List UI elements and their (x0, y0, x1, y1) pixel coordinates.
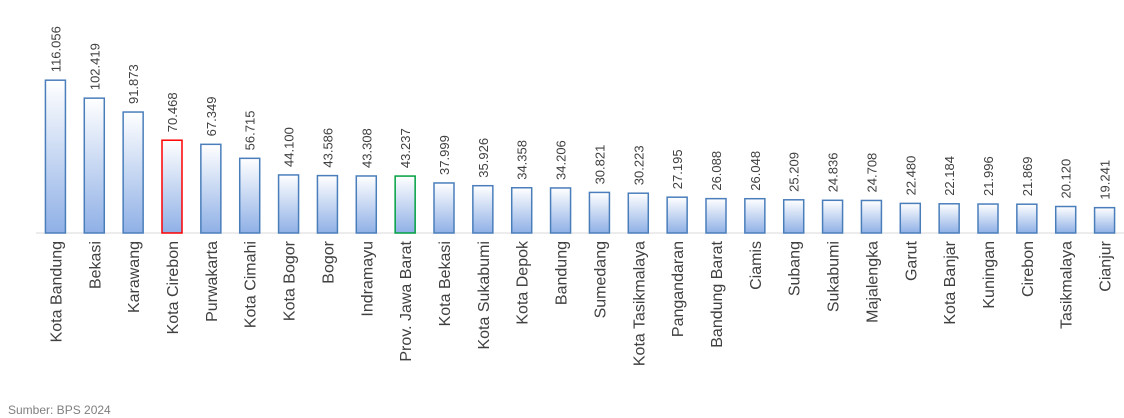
value-label: 35.926 (476, 138, 491, 178)
value-label: 22.184 (942, 156, 957, 196)
bar (472, 184, 494, 234)
bar (316, 174, 339, 234)
x-tick-label: Kota Cirebon (165, 241, 182, 334)
value-label: 43.308 (359, 128, 374, 168)
bar (44, 79, 67, 234)
x-tick-label: Bekasi (87, 241, 104, 289)
bar (782, 199, 805, 234)
x-tick-label: Bandung Barat (709, 240, 726, 347)
bar (1093, 206, 1116, 234)
x-tick-label: Karawang (126, 241, 143, 313)
value-label: 30.821 (592, 145, 607, 185)
bar (200, 143, 222, 234)
value-label: 44.100 (282, 127, 297, 167)
value-label: 24.836 (826, 153, 841, 193)
x-tick-label: Kota Tasikmalaya (631, 241, 648, 366)
x-tick-label: Kota Bogor (282, 240, 299, 321)
value-label: 43.237 (398, 128, 413, 168)
bar (277, 174, 300, 234)
bar (122, 111, 144, 234)
x-tick-label: Garut (903, 240, 920, 281)
value-label: 30.223 (631, 145, 646, 185)
bar (1054, 205, 1077, 234)
bar (355, 175, 378, 234)
bar (744, 197, 766, 234)
x-tick-label: Sukabumi (826, 241, 843, 312)
x-tick-label: Pangandaran (670, 241, 687, 337)
value-label: 116.056 (48, 26, 63, 72)
bar (510, 187, 533, 234)
value-label: 91.873 (126, 64, 141, 104)
bar (549, 187, 572, 234)
x-tick-label: Indramayu (359, 241, 376, 317)
x-tick-label: Purwakarta (204, 241, 221, 322)
x-tick-label: Bogor (320, 240, 337, 283)
value-label: 26.088 (709, 151, 724, 191)
x-tick-label: Kota Sukabumi (476, 241, 493, 350)
bar (899, 202, 922, 234)
x-tick-label: Sumedang (592, 241, 609, 318)
value-label: 21.996 (981, 156, 996, 196)
bar (860, 199, 883, 234)
x-tick-label: Tasikmalaya (1059, 241, 1076, 329)
x-tick-label: Bandung (554, 241, 571, 305)
value-label: 25.209 (787, 152, 802, 192)
value-label: 67.349 (204, 97, 219, 137)
value-label: 102.419 (87, 43, 102, 90)
value-label: 37.999 (437, 135, 452, 175)
bar (627, 192, 650, 234)
x-tick-label: Prov. Jawa Barat (398, 240, 415, 361)
source-note: Sumber: BPS 2024 (8, 403, 111, 417)
bar (938, 203, 960, 234)
value-label: 43.586 (320, 128, 335, 168)
bar (705, 197, 727, 234)
bar (238, 157, 261, 234)
x-tick-label: Kota Bandung (48, 241, 65, 342)
value-label: 26.048 (748, 151, 763, 191)
value-label: 21.869 (1020, 156, 1035, 196)
bar (433, 182, 455, 234)
x-tick-label: Cianjur (1098, 240, 1115, 291)
x-tick-label: Ciamis (748, 241, 765, 290)
x-tick-label: Kota Banjar (942, 240, 959, 324)
bar (977, 203, 999, 234)
value-label: 19.241 (1098, 160, 1113, 200)
bar (821, 199, 844, 234)
bar (161, 139, 183, 234)
x-tick-label: Kuningan (981, 241, 998, 309)
value-label: 20.120 (1059, 159, 1074, 199)
x-tick-label: Subang (787, 241, 804, 296)
x-tick-label: Cirebon (1020, 241, 1037, 297)
x-tick-label: Kota Cimahi (243, 241, 260, 328)
x-tick-label: Kota Bekasi (437, 241, 454, 326)
value-label: 34.358 (515, 140, 530, 180)
bar (394, 175, 416, 234)
x-tick-label: Kota Depok (515, 240, 532, 325)
bar (666, 196, 688, 234)
bar (588, 191, 611, 234)
value-label: 34.206 (554, 140, 569, 180)
value-label: 27.195 (670, 149, 685, 189)
bar (83, 97, 106, 234)
value-label: 56.715 (243, 111, 258, 151)
x-tick-label: Majalengka (864, 241, 881, 323)
value-label: 24.708 (864, 153, 879, 193)
bar (1016, 203, 1038, 234)
value-label: 22.480 (903, 156, 918, 196)
value-label: 70.468 (165, 92, 180, 132)
